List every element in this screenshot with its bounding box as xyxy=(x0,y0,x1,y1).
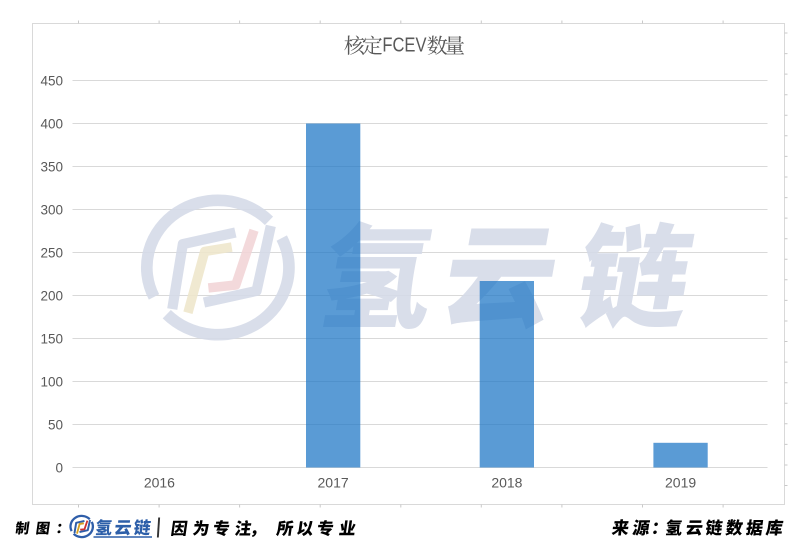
svg-text:50: 50 xyxy=(48,417,63,432)
svg-text:2017: 2017 xyxy=(318,475,349,491)
svg-text:450: 450 xyxy=(40,73,63,88)
svg-text:400: 400 xyxy=(40,116,63,131)
svg-text:FCEV: FCEV xyxy=(382,35,427,57)
svg-text:350: 350 xyxy=(40,159,63,174)
svg-text:250: 250 xyxy=(40,245,63,260)
svg-text:2018: 2018 xyxy=(491,475,522,491)
svg-text:0: 0 xyxy=(55,460,63,475)
svg-text:2016: 2016 xyxy=(144,475,175,491)
svg-text:2019: 2019 xyxy=(665,475,696,491)
svg-text:150: 150 xyxy=(40,331,63,346)
svg-text:100: 100 xyxy=(40,374,63,389)
svg-text:300: 300 xyxy=(40,202,63,217)
svg-text:200: 200 xyxy=(40,288,63,303)
